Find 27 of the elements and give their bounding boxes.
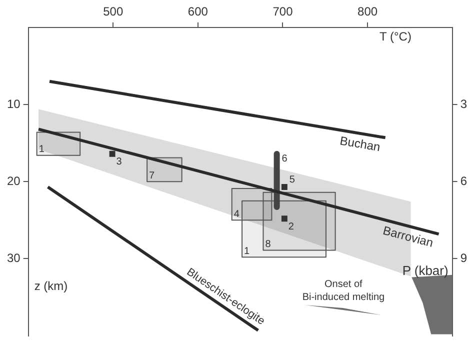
y2-tick-label: 9	[460, 251, 468, 266]
y-tick-label: 30	[6, 251, 21, 266]
series-label: 3	[116, 156, 122, 168]
x-tick-label: 600	[188, 4, 208, 19]
y-tick-label: 20	[6, 174, 21, 188]
point	[281, 184, 288, 190]
x-tick-label: 500	[103, 4, 124, 19]
y2-axis-title: P (kbar)	[402, 262, 448, 278]
legend-label: 8	[265, 238, 272, 250]
text: Onset of Bi-induced melting	[302, 278, 385, 304]
series-label: 2	[288, 221, 294, 232]
legend-label: 4	[234, 208, 240, 220]
series-label: 6	[282, 154, 288, 165]
y2-tick-label: 6	[460, 174, 468, 188]
x-tick-label: 700	[272, 4, 294, 19]
legend-label: 7	[149, 170, 156, 182]
legend-label: 1	[244, 246, 250, 257]
legend-label: 1	[38, 144, 45, 156]
point	[281, 216, 288, 222]
series-label: 5	[289, 174, 296, 186]
text: Buchan	[338, 134, 382, 154]
x-tick-label: 800	[358, 4, 378, 19]
point	[109, 150, 116, 157]
y-tick-label: 10	[6, 96, 21, 111]
x-axis-title: T (°C)	[380, 30, 412, 44]
y2-tick-label: 3	[460, 96, 468, 111]
y-axis-title: z (km)	[34, 279, 68, 294]
